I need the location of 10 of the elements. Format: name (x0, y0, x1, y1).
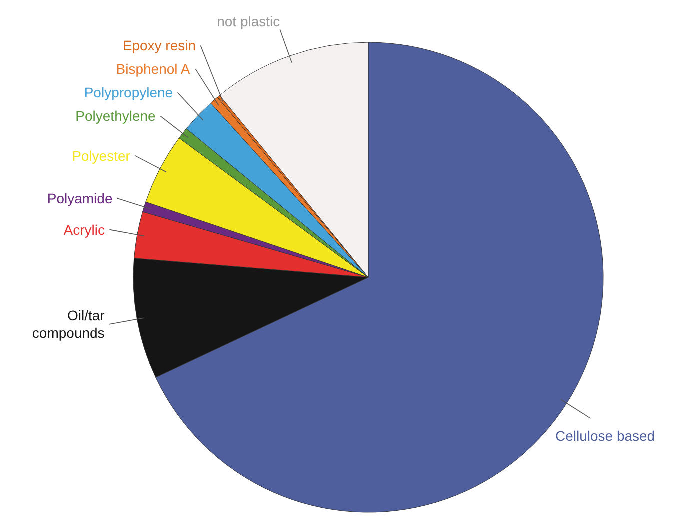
slice-label: Polyamide (47, 190, 113, 207)
slice-label: not plastic (217, 14, 280, 30)
slice-label: Polypropylene (84, 84, 174, 101)
slice-label: Oil/tar compounds (32, 308, 106, 342)
slice-label: Acrylic (64, 222, 105, 238)
slice-label: Epoxy resin (122, 38, 196, 54)
slice-label: Polyester (72, 148, 131, 164)
slice-label: Cellulose based (555, 428, 656, 444)
slice-label: Polyethylene (76, 108, 156, 124)
slice-label: Bisphenol A (116, 61, 191, 78)
